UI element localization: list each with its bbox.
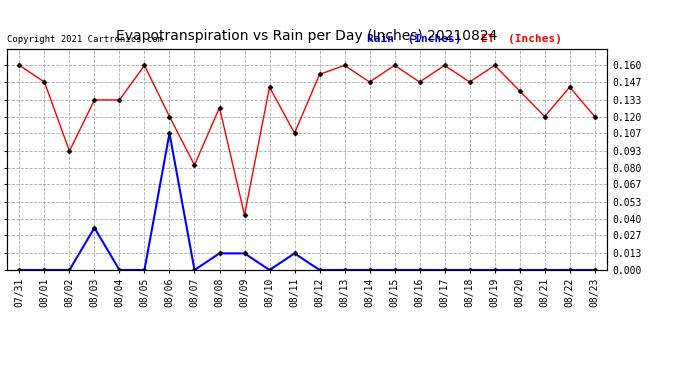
Text: ET  (Inches): ET (Inches) [481, 34, 562, 44]
Text: Copyright 2021 Cartronics.com: Copyright 2021 Cartronics.com [7, 35, 163, 44]
Text: Rain  (Inches): Rain (Inches) [367, 34, 462, 44]
Title: Evapotranspiration vs Rain per Day (Inches) 20210824: Evapotranspiration vs Rain per Day (Inch… [117, 29, 497, 44]
